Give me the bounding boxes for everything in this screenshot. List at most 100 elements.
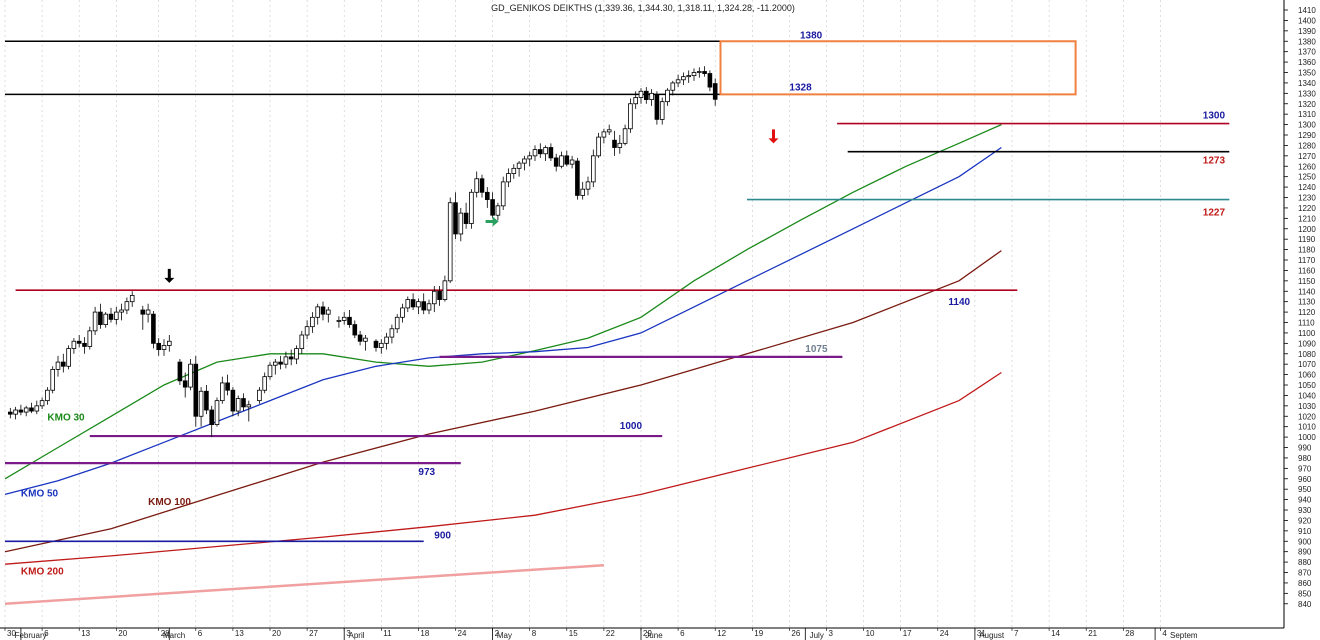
x-tick-label: 17 <box>903 629 912 638</box>
ma-line <box>4 146 1002 496</box>
candle-body <box>34 405 40 412</box>
y-tick-label: 1180 <box>1298 246 1316 255</box>
y-tick-label: 1000 <box>1298 433 1316 442</box>
candle-body <box>596 136 601 157</box>
x-tick-label: 14 <box>1051 629 1060 638</box>
candle-body <box>644 90 649 100</box>
y-tick-label: 1410 <box>1298 6 1316 15</box>
candle-body <box>7 411 13 415</box>
y-tick-label: 1270 <box>1298 152 1316 161</box>
candle-body <box>522 158 527 164</box>
candle-body <box>214 400 220 425</box>
y-tick-label: 1230 <box>1298 194 1316 203</box>
candle-body <box>702 71 707 74</box>
candle-body <box>479 178 485 193</box>
candle-body <box>278 361 283 365</box>
candle-body <box>697 71 702 73</box>
candle-body <box>447 202 453 282</box>
candle-body <box>506 173 511 183</box>
candle-body <box>469 191 474 224</box>
candle-body <box>559 155 564 167</box>
ma-line <box>4 371 1002 565</box>
y-tick-label: 1090 <box>1298 339 1316 348</box>
candle-body <box>426 303 432 311</box>
y-tick-label: 930 <box>1298 506 1312 515</box>
candle-body <box>389 328 395 338</box>
candle-body <box>82 342 87 347</box>
x-month-label: Septem <box>1170 631 1198 640</box>
x-tick-label: 15 <box>569 629 578 638</box>
candle-body <box>580 188 585 196</box>
x-tick-label: 28 <box>1125 629 1134 638</box>
x-tick-label: 24 <box>940 629 949 638</box>
y-tick-label: 1290 <box>1298 131 1316 140</box>
x-tick-label: 12 <box>717 629 726 638</box>
level-label: 1300 <box>1203 111 1226 122</box>
candle-body <box>325 309 331 315</box>
candle-body <box>129 295 135 303</box>
candle-body <box>612 139 617 148</box>
candle-body <box>294 348 299 360</box>
candle-body <box>617 142 623 148</box>
y-tick-label: 1050 <box>1298 381 1316 390</box>
candle-body <box>140 309 146 315</box>
candle-body <box>575 160 580 196</box>
y-tick-label: 1040 <box>1298 391 1316 400</box>
y-tick-label: 1010 <box>1298 423 1316 432</box>
level-label: 900 <box>434 530 451 541</box>
candle-body <box>538 149 543 155</box>
y-tick-label: 850 <box>1298 589 1312 598</box>
y-tick-label: 1250 <box>1298 173 1316 182</box>
candle-body <box>267 364 273 378</box>
y-tick-label: 1380 <box>1298 37 1316 46</box>
y-tick-label: 1110 <box>1298 319 1315 328</box>
arrow-right-icon <box>485 216 499 227</box>
x-tick-label: 6 <box>44 629 49 638</box>
candle-body <box>707 73 713 88</box>
candle-body <box>13 409 18 415</box>
x-tick-label: 22 <box>606 629 615 638</box>
y-tick-label: 1350 <box>1298 69 1316 78</box>
candle-body <box>659 101 665 120</box>
x-tick-label: 7 <box>1014 629 1019 638</box>
candle-body <box>219 382 225 402</box>
candle-body <box>225 382 230 391</box>
horizontal-levels <box>4 40 1230 606</box>
x-tick-label: 21 <box>1088 629 1097 638</box>
candle-body <box>431 290 437 305</box>
x-month-label: February <box>15 631 47 640</box>
y-tick-label: 1400 <box>1298 16 1316 25</box>
x-tick-label: 30 <box>7 629 16 638</box>
level-label: 1328 <box>789 82 812 93</box>
candle-body <box>500 181 506 207</box>
candle-body <box>633 97 638 105</box>
candle-body <box>463 212 469 224</box>
candle-body <box>363 337 368 342</box>
y-tick-label: 900 <box>1298 537 1312 546</box>
candle-body <box>511 167 517 174</box>
candle-body <box>670 82 676 91</box>
x-tick-label: 13 <box>81 629 90 638</box>
candle-body <box>394 316 400 330</box>
y-tick-label: 1330 <box>1298 89 1316 98</box>
x-tick-label: 4 <box>1162 629 1167 638</box>
candle-body <box>182 380 188 388</box>
candle-body <box>681 76 686 81</box>
x-tick-label: 24 <box>458 629 467 638</box>
candle-body <box>458 212 464 235</box>
y-tick-label: 1140 <box>1298 287 1316 296</box>
ma-label: KMO 200 <box>21 567 64 578</box>
candle-body <box>665 89 670 103</box>
candle-body <box>484 191 490 200</box>
candle-body <box>45 389 50 402</box>
candle-body <box>87 330 93 347</box>
candle-body <box>357 334 363 342</box>
candle-body <box>569 159 575 165</box>
y-tick-label: 1070 <box>1298 360 1316 369</box>
candle-body <box>108 313 114 320</box>
x-tick-label: 6 <box>198 629 203 638</box>
y-tick-label: 1200 <box>1298 225 1316 234</box>
x-month-label: April <box>349 631 365 640</box>
candle-body <box>262 376 267 391</box>
